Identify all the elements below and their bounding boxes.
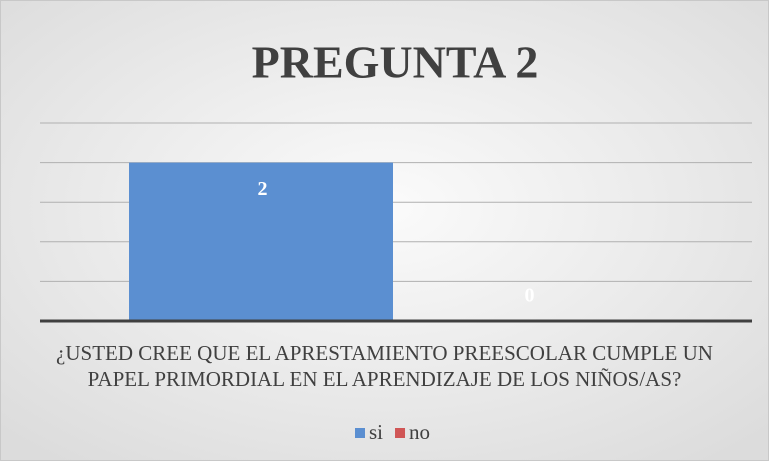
chart-title: PREGUNTA 2	[252, 37, 539, 88]
data-label: 2	[258, 178, 268, 200]
legend-swatch	[395, 428, 406, 438]
legend-swatch	[355, 428, 365, 438]
bar	[129, 162, 393, 321]
legend-label: no	[409, 420, 430, 444]
legend-label: si	[369, 420, 383, 444]
data-label: 0	[525, 285, 535, 307]
x-category-label: ¿USTED CREE QUE EL APRESTAMIENTO PREESCO…	[56, 341, 713, 391]
